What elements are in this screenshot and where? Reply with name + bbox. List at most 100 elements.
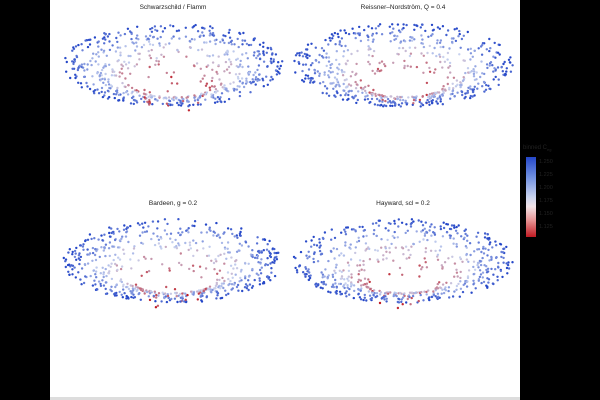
scatter-point — [307, 275, 311, 278]
scatter-point — [434, 68, 437, 71]
scatter-point — [368, 247, 371, 251]
scatter-point — [332, 34, 335, 37]
scatter-point — [378, 99, 381, 102]
scatter-point — [294, 54, 298, 57]
scatter-point — [342, 269, 345, 272]
scatter-point — [436, 258, 440, 261]
scatter-point — [306, 53, 309, 57]
scatter-point — [499, 243, 503, 246]
scatter-point — [213, 101, 217, 104]
scatter-point — [162, 46, 165, 49]
scatter-point — [117, 93, 121, 97]
scatter-point — [391, 23, 394, 26]
scatter-point — [241, 289, 244, 293]
scatter-point — [428, 298, 431, 302]
scatter-point — [91, 57, 94, 60]
scatter-point — [340, 44, 343, 48]
scatter-point — [338, 40, 342, 43]
scatter-point — [427, 100, 431, 104]
scatter-point — [130, 32, 133, 36]
scatter-point — [208, 88, 212, 92]
scatter-point — [343, 278, 346, 281]
scatter-point — [404, 99, 407, 103]
scatter-point — [117, 99, 120, 102]
scatter-point — [205, 41, 208, 44]
scatter-point — [492, 273, 495, 276]
scatter-point — [209, 32, 212, 35]
scatter-point — [233, 235, 236, 238]
scatter-point — [67, 270, 70, 273]
scatter-point — [86, 63, 89, 66]
scatter-point — [378, 61, 381, 65]
scatter-point — [185, 96, 188, 100]
scatter-point — [194, 241, 198, 245]
scatter-point — [269, 79, 272, 82]
scatter-point — [489, 241, 492, 244]
scatter-point — [227, 292, 230, 295]
scatter-point — [410, 291, 414, 294]
colorbar-tick: 1.175 — [539, 198, 553, 204]
scatter-point — [251, 253, 254, 257]
scatter-point — [238, 85, 241, 88]
scatter-point — [245, 77, 248, 80]
scatter-point — [397, 218, 400, 221]
scatter-point — [379, 291, 383, 294]
scatter-point — [131, 252, 135, 255]
scatter-point — [453, 95, 456, 98]
scatter-point — [387, 229, 390, 232]
scatter-point — [192, 25, 196, 28]
scatter-point — [109, 84, 113, 87]
scatter-point — [349, 258, 353, 261]
scatter-point — [494, 69, 497, 72]
scatter-point — [135, 41, 138, 44]
scatter-point — [262, 60, 266, 63]
scatter-point — [492, 282, 495, 286]
scatter-point — [343, 89, 346, 93]
scatter-point — [127, 240, 130, 244]
scatter-point — [235, 285, 239, 289]
scatter-point — [208, 86, 211, 89]
scatter-point — [444, 289, 448, 292]
scatter-point — [218, 278, 221, 282]
scatter-point — [435, 100, 438, 103]
scatter-point — [334, 278, 337, 282]
scatter-point — [450, 224, 454, 227]
scatter-point — [368, 63, 371, 66]
scatter-point — [329, 71, 332, 74]
scatter-point — [467, 86, 470, 90]
scatter-point — [109, 265, 112, 268]
scatter-point — [384, 64, 387, 68]
scatter-point — [95, 53, 98, 56]
scatter-point — [86, 253, 89, 256]
scatter-point — [205, 254, 209, 258]
scatter-point — [505, 67, 508, 70]
scatter-point — [445, 231, 449, 234]
scatter-point — [247, 279, 250, 282]
scatter-point — [227, 41, 231, 45]
scatter-point — [326, 277, 329, 280]
scatter-point — [327, 274, 330, 277]
scatter-point — [429, 96, 433, 100]
scatter-point — [422, 238, 425, 241]
scatter-point — [489, 61, 493, 64]
scatter-point — [242, 85, 246, 89]
scatter-point — [399, 30, 402, 34]
scatter-point — [356, 264, 359, 267]
scatter-point — [116, 40, 119, 44]
scatter-point — [365, 247, 368, 251]
scatter-point — [451, 255, 454, 258]
scatter-point — [100, 86, 104, 90]
scatter-point — [171, 103, 174, 107]
scatter-point — [413, 28, 416, 31]
scatter-point — [415, 65, 419, 69]
scatter-point — [125, 285, 128, 289]
scatter-point — [165, 71, 168, 75]
scatter-point — [393, 222, 396, 225]
scatter-point — [276, 65, 279, 68]
scatter-point — [184, 298, 187, 301]
colorbar-tick: 1.200 — [539, 185, 553, 191]
scatter-point — [211, 61, 215, 64]
scatter-point — [330, 82, 334, 85]
scatter-point — [247, 73, 250, 76]
scatter-point — [204, 267, 208, 270]
